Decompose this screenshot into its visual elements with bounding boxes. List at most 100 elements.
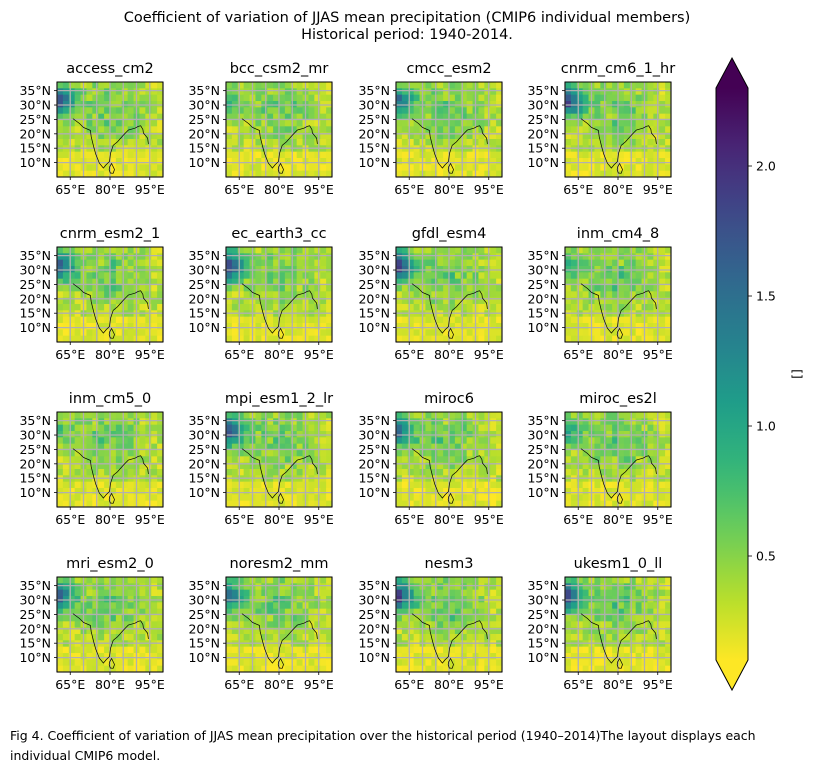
field-cell [623, 653, 631, 660]
field-cell [496, 101, 503, 108]
field-cell [478, 418, 485, 426]
field-cell [653, 589, 660, 597]
field-cell [425, 634, 432, 641]
field-cell [647, 82, 654, 89]
field-cell [151, 101, 158, 108]
y-tick-label: 20°N [188, 456, 220, 471]
field-cell [413, 139, 420, 146]
field-cell [478, 323, 485, 330]
field-cell [237, 627, 245, 635]
field-cell [74, 481, 81, 489]
field-cell [267, 272, 274, 280]
field-cell [612, 583, 619, 591]
field-cell [623, 139, 631, 146]
field-cell [454, 94, 462, 102]
field-cell [401, 494, 409, 502]
field-cell [261, 615, 268, 622]
field-cell [267, 285, 274, 292]
field-cell [665, 132, 672, 140]
field-cell [449, 437, 456, 445]
field-cell [454, 335, 462, 343]
field-cell [68, 316, 76, 324]
field-cell [443, 329, 450, 337]
field-cell [478, 577, 485, 584]
field-cell [237, 646, 245, 654]
field-cell [296, 253, 303, 261]
field-cell [290, 653, 298, 660]
field-cell [653, 335, 660, 343]
field-cell [612, 88, 619, 96]
field-cell [110, 627, 117, 635]
field-cell [460, 291, 468, 299]
field-cell [86, 450, 93, 457]
field-cell [261, 494, 268, 502]
field-cell [86, 659, 93, 667]
y-tick-label: 25°N [358, 442, 390, 457]
field-cell [284, 634, 292, 641]
field-cell [308, 285, 315, 292]
field-cell [594, 596, 601, 603]
field-cell [576, 443, 584, 451]
x-tick-label: 80°E [264, 512, 294, 527]
field-cell [594, 443, 601, 451]
field-cell [582, 494, 589, 502]
x-tick-label: 95°E [135, 347, 165, 362]
field-cell [231, 437, 239, 445]
field-cell [308, 469, 315, 476]
field-cell [623, 481, 631, 489]
field-cell [635, 107, 642, 115]
panel-mpi_esm1_2_lr: mpi_esm1_2_lr35°N30°N25°N20°N15°N10°N65°… [188, 391, 333, 527]
field-cell [255, 158, 262, 165]
field-cell [151, 577, 158, 584]
field-cell [284, 431, 292, 438]
field-cell [425, 82, 432, 89]
field-cell [62, 653, 70, 660]
field-cell [401, 596, 409, 603]
field-cell [115, 126, 123, 134]
field-cell [57, 589, 64, 597]
field-cell [98, 456, 105, 464]
y-tick-label: 35°N [188, 578, 220, 593]
field-cell [267, 615, 274, 622]
field-cell [431, 170, 438, 178]
field-cell [612, 329, 619, 337]
field-cell [68, 583, 76, 591]
field-cell [255, 608, 262, 616]
field-cell [74, 101, 81, 108]
field-cell [231, 82, 239, 89]
field-cell [635, 88, 642, 96]
x-tick-label: 95°E [304, 347, 334, 362]
field-cell [594, 437, 601, 445]
field-cell [308, 107, 315, 115]
field-cell [98, 88, 105, 96]
field-cell [647, 335, 654, 343]
field-cell [284, 596, 292, 603]
field-cell [629, 602, 637, 610]
field-cell [139, 297, 146, 305]
field-cell [104, 646, 111, 654]
field-cell [576, 107, 584, 115]
field-cell [629, 88, 637, 96]
field-cell [600, 583, 607, 591]
field-cell [290, 627, 298, 635]
field-cell [401, 94, 409, 102]
field-cell [261, 158, 268, 165]
y-tick-label: 30°N [527, 263, 559, 278]
field-cell [600, 120, 607, 127]
field-cell [151, 113, 158, 121]
field-cell [623, 615, 631, 622]
field-cell [139, 329, 146, 337]
field-cell [665, 139, 672, 146]
field-cell [290, 412, 298, 419]
field-cell [115, 304, 123, 311]
field-cell [110, 329, 117, 337]
field-cell [629, 424, 637, 432]
field-cell [314, 164, 321, 172]
field-cell [237, 113, 245, 121]
field-cell [606, 621, 613, 629]
field-cell [151, 500, 158, 508]
field-cell [121, 266, 129, 273]
field-cell [478, 450, 485, 457]
field-cell [437, 170, 444, 178]
